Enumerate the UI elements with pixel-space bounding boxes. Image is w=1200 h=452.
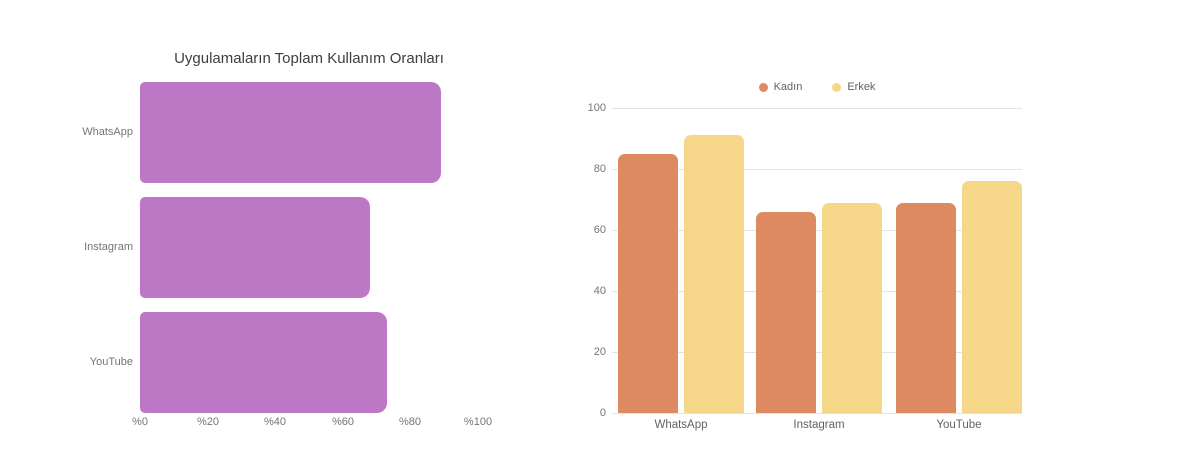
legend-item-erkek: Erkek bbox=[832, 81, 875, 93]
x-axis-tick-80: %80 bbox=[398, 416, 422, 428]
bar-group-whatsapp bbox=[618, 108, 744, 413]
x-category-instagram: Instagram bbox=[793, 419, 845, 431]
gridline-80 bbox=[612, 169, 1022, 170]
y-axis-tick-20: 20 bbox=[593, 346, 606, 358]
bar-youtube-total bbox=[140, 312, 387, 413]
bar-group-instagram bbox=[756, 108, 882, 413]
bar-whatsapp-kadin bbox=[618, 154, 678, 413]
bar-whatsapp-total bbox=[140, 82, 441, 183]
y-axis-tick-0: 0 bbox=[599, 407, 606, 419]
category-label-instagram: Instagram bbox=[84, 241, 133, 253]
gridline-100 bbox=[612, 108, 1022, 109]
legend-label-erkek: Erkek bbox=[847, 81, 876, 93]
y-axis-tick-80: 80 bbox=[593, 163, 606, 175]
x-axis-tick-60: %60 bbox=[331, 416, 355, 428]
chart-title: Uygulamaların Toplam Kullanım Oranları bbox=[174, 50, 444, 67]
gridline-0 bbox=[612, 413, 1022, 414]
bar-instagram-erkek bbox=[822, 203, 882, 413]
x-axis-tick-0: %0 bbox=[132, 416, 148, 428]
x-category-youtube: YouTube bbox=[936, 419, 982, 431]
legend-item-kadin: Kadın bbox=[758, 81, 803, 93]
bar-youtube-kadin bbox=[896, 203, 956, 413]
kadin-legend-dot-icon bbox=[758, 82, 768, 92]
category-label-whatsapp: WhatsApp bbox=[82, 126, 133, 138]
gridline-60 bbox=[612, 230, 1022, 231]
x-category-whatsapp: WhatsApp bbox=[654, 419, 708, 431]
bar-whatsapp-erkek bbox=[684, 135, 744, 413]
bar-group-youtube bbox=[896, 108, 1022, 413]
y-axis-tick-60: 60 bbox=[593, 224, 606, 236]
y-axis-tick-40: 40 bbox=[593, 285, 606, 297]
gridline-40 bbox=[612, 291, 1022, 292]
chart-legend: Kadın Erkek bbox=[612, 80, 1022, 94]
x-axis-tick-20: %20 bbox=[196, 416, 220, 428]
legend-label-kadin: Kadın bbox=[773, 81, 803, 93]
y-axis-tick-100: 100 bbox=[587, 102, 606, 114]
x-axis-tick-40: %40 bbox=[263, 416, 287, 428]
x-axis-tick-100: %100 bbox=[463, 416, 493, 428]
erkek-legend-dot-icon bbox=[832, 82, 842, 92]
bar-instagram-kadin bbox=[756, 212, 816, 413]
gridline-20 bbox=[612, 352, 1022, 353]
bar-instagram-total bbox=[140, 197, 370, 298]
bar-youtube-erkek bbox=[962, 181, 1022, 413]
category-label-youtube: YouTube bbox=[89, 356, 133, 368]
